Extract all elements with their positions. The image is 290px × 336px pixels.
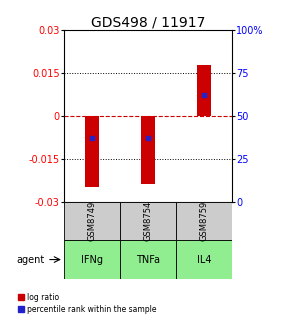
Text: IFNg: IFNg (81, 255, 103, 264)
Text: agent: agent (16, 255, 44, 264)
Text: GSM8749: GSM8749 (87, 201, 96, 241)
Bar (141, 116, 155, 184)
Bar (176, 240, 232, 279)
Bar (197, 65, 211, 116)
Bar (64, 240, 120, 279)
Bar (64, 202, 120, 240)
Text: GSM8754: GSM8754 (143, 201, 153, 241)
Bar (120, 240, 176, 279)
Bar (85, 116, 99, 187)
Title: GDS498 / 11917: GDS498 / 11917 (91, 15, 205, 29)
Text: TNFa: TNFa (136, 255, 160, 264)
Text: IL4: IL4 (197, 255, 211, 264)
Text: GSM8759: GSM8759 (200, 201, 209, 241)
Bar (120, 202, 176, 240)
Legend: log ratio, percentile rank within the sample: log ratio, percentile rank within the sa… (18, 293, 156, 314)
Bar (176, 202, 232, 240)
